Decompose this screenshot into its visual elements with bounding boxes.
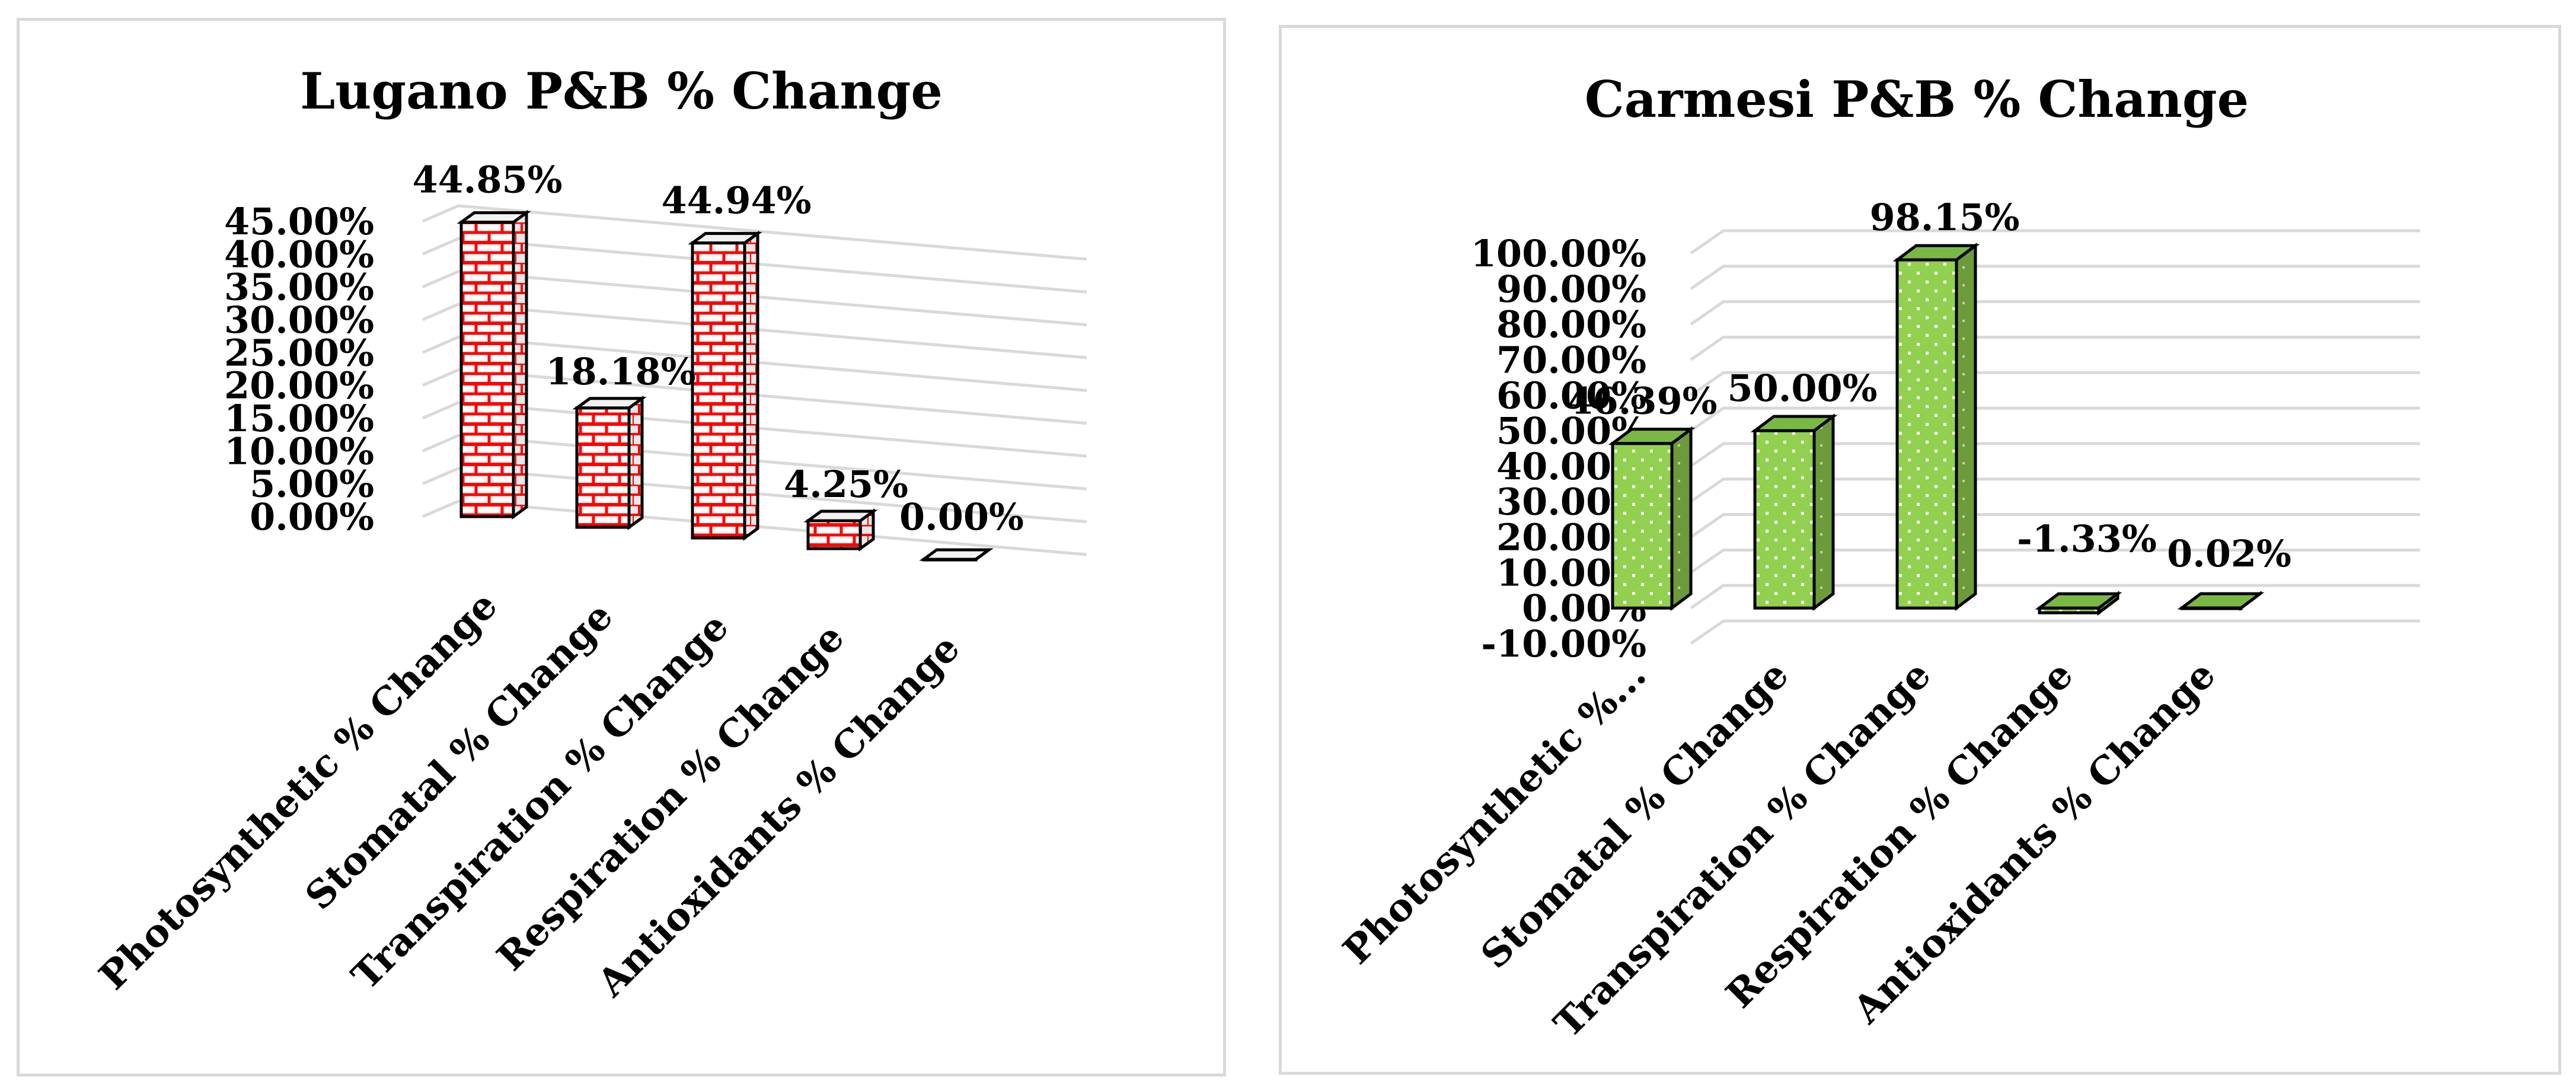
bar-front bbox=[1897, 260, 1956, 608]
data-label: 18.18% bbox=[545, 350, 695, 393]
data-label: 44.94% bbox=[661, 179, 811, 222]
bar-top bbox=[808, 511, 873, 521]
bar-side bbox=[1956, 246, 1975, 608]
chart-title: Lugano P&B % Change bbox=[300, 62, 943, 120]
data-label: 44.85% bbox=[412, 158, 562, 202]
bar bbox=[2039, 594, 2118, 613]
bar-front bbox=[577, 408, 629, 527]
chart-title: Carmesi P&B % Change bbox=[1585, 70, 2249, 129]
gridline bbox=[1691, 337, 2420, 359]
carmesi-chart: Carmesi P&B % Change -10.00%0.00%10.00%2… bbox=[1282, 28, 2558, 1072]
bar-side bbox=[1814, 416, 1833, 608]
data-label: 0.02% bbox=[2167, 532, 2291, 575]
data-label: 50.00% bbox=[1727, 367, 1877, 410]
y-tick-label: 100.00% bbox=[1471, 232, 1646, 275]
lugano-chart: Lugano P&B % Change 0.00%5.00%10.00%15.0… bbox=[20, 21, 1223, 1074]
gridline bbox=[1691, 231, 2420, 253]
data-label: -1.33% bbox=[2017, 517, 2157, 560]
bar-top bbox=[461, 213, 526, 222]
data-label: 98.15% bbox=[1869, 196, 2019, 239]
bar-front bbox=[1755, 431, 1814, 608]
bar-side bbox=[745, 234, 758, 538]
bar bbox=[2182, 594, 2260, 609]
bar-front bbox=[692, 243, 745, 538]
gridline bbox=[1691, 302, 2420, 324]
y-axis-ticks: 0.00%5.00%10.00%15.00%20.00%25.00%30.00%… bbox=[224, 200, 374, 539]
bar bbox=[692, 234, 758, 538]
bar-front bbox=[1613, 444, 1672, 608]
bar-top bbox=[577, 399, 642, 408]
bar bbox=[1755, 416, 1833, 608]
bar-front bbox=[808, 521, 860, 549]
bar-side bbox=[1672, 429, 1691, 608]
gridline bbox=[1691, 621, 2420, 644]
category-labels: Photosynthetic %...Stomatal % ChangeTran… bbox=[1335, 652, 2224, 1046]
bar bbox=[1613, 429, 1691, 608]
bar-top bbox=[924, 550, 989, 559]
bar bbox=[808, 511, 873, 549]
bar-front bbox=[461, 222, 513, 517]
y-tick-label: 45.00% bbox=[224, 200, 374, 243]
bar-top bbox=[692, 234, 758, 243]
bar-top bbox=[2182, 594, 2260, 608]
bar-side bbox=[629, 399, 642, 527]
bar bbox=[924, 550, 989, 560]
data-label: 4.25% bbox=[784, 463, 908, 506]
category-labels: Photosynthetic % ChangeStomatal % Change… bbox=[91, 583, 968, 1006]
data-label: 46.39% bbox=[1567, 380, 1717, 423]
data-label: 0.00% bbox=[899, 495, 1024, 539]
gridline bbox=[1691, 266, 2420, 289]
lugano-chart-panel: Lugano P&B % Change 0.00%5.00%10.00%15.0… bbox=[17, 18, 1226, 1077]
bar-side bbox=[513, 213, 526, 517]
carmesi-chart-panel: Carmesi P&B % Change -10.00%0.00%10.00%2… bbox=[1279, 25, 2561, 1075]
bar bbox=[461, 213, 526, 517]
bar bbox=[1897, 246, 1975, 608]
bar bbox=[577, 399, 642, 527]
